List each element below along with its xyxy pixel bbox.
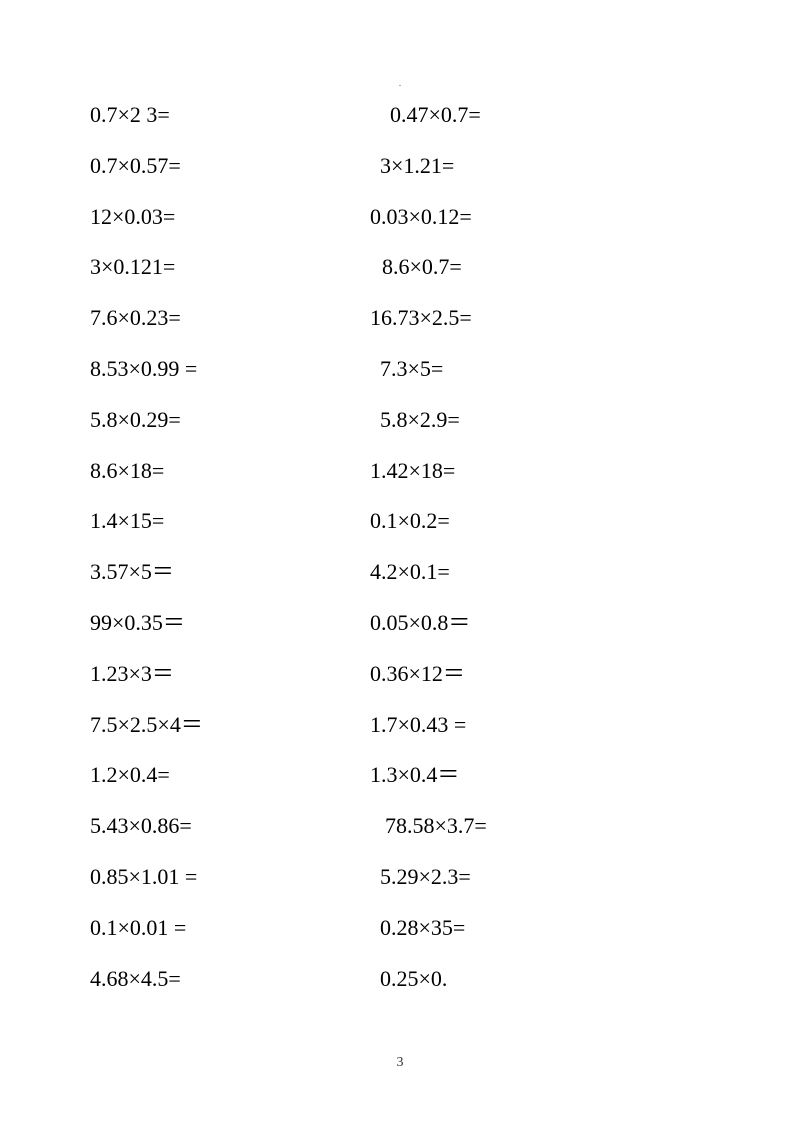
problems-container: 0.7×2 3=0.47×0.7=0.7×0.57=3×1.21=12×0.03…: [90, 100, 710, 994]
problem-right: 1.3×0.4＝: [370, 760, 710, 791]
problem-row: 7.5×2.5×4＝1.7×0.43 =: [90, 710, 710, 741]
problem-left: 3.57×5＝: [90, 557, 370, 588]
problem-right: 0.1×0.2=: [370, 506, 710, 537]
problem-row: 1.23×3＝0.36×12＝: [90, 659, 710, 690]
page-number: 3: [397, 1055, 404, 1071]
problem-row: 4.68×4.5=0.25×0.: [90, 964, 710, 995]
problem-left: 0.7×2 3=: [90, 100, 370, 131]
problem-right: 0.36×12＝: [370, 659, 710, 690]
problem-right: 0.25×0.: [370, 964, 710, 995]
problem-left: 99×0.35＝: [90, 608, 370, 639]
problem-row: 8.53×0.99 =7.3×5=: [90, 354, 710, 385]
problem-left: 7.5×2.5×4＝: [90, 710, 370, 741]
problem-right: 8.6×0.7=: [370, 252, 710, 283]
problem-row: 12×0.03=0.03×0.12=: [90, 202, 710, 233]
problem-row: 0.7×0.57=3×1.21=: [90, 151, 710, 182]
worksheet-page: 0.7×2 3=0.47×0.7=0.7×0.57=3×1.21=12×0.03…: [0, 0, 800, 994]
problem-right: 0.28×35=: [370, 913, 710, 944]
problem-left: 3×0.121=: [90, 252, 370, 283]
problem-row: 99×0.35＝0.05×0.8＝: [90, 608, 710, 639]
problem-right: 0.03×0.12=: [370, 202, 710, 233]
problem-left: 0.85×1.01 =: [90, 862, 370, 893]
problem-row: 7.6×0.23=16.73×2.5=: [90, 303, 710, 334]
problem-left: 0.7×0.57=: [90, 151, 370, 182]
top-mark: .: [399, 78, 402, 89]
problem-right: 0.47×0.7=: [370, 100, 710, 131]
problem-left: 8.6×18=: [90, 456, 370, 487]
problem-left: 1.4×15=: [90, 506, 370, 537]
problem-left: 1.2×0.4=: [90, 760, 370, 791]
problem-row: 8.6×18=1.42×18=: [90, 456, 710, 487]
problem-row: 3×0.121=8.6×0.7=: [90, 252, 710, 283]
problem-right: 4.2×0.1=: [370, 557, 710, 588]
problem-left: 5.43×0.86=: [90, 811, 370, 842]
problem-left: 8.53×0.99 =: [90, 354, 370, 385]
problem-right: 7.3×5=: [370, 354, 710, 385]
problem-right: 3×1.21=: [370, 151, 710, 182]
problem-row: 5.43×0.86=78.58×3.7=: [90, 811, 710, 842]
problem-row: 5.8×0.29=5.8×2.9=: [90, 405, 710, 436]
problem-right: 78.58×3.7=: [370, 811, 710, 842]
problem-row: 0.85×1.01 =5.29×2.3=: [90, 862, 710, 893]
problem-left: 5.8×0.29=: [90, 405, 370, 436]
problem-left: 7.6×0.23=: [90, 303, 370, 334]
problem-left: 4.68×4.5=: [90, 964, 370, 995]
problem-right: 16.73×2.5=: [370, 303, 710, 334]
problem-left: 1.23×3＝: [90, 659, 370, 690]
problem-right: 0.05×0.8＝: [370, 608, 710, 639]
problem-right: 1.7×0.43 =: [370, 710, 710, 741]
problem-row: 1.2×0.4=1.3×0.4＝: [90, 760, 710, 791]
problem-row: 3.57×5＝4.2×0.1=: [90, 557, 710, 588]
problem-right: 1.42×18=: [370, 456, 710, 487]
problem-row: 0.7×2 3=0.47×0.7=: [90, 100, 710, 131]
problem-right: 5.8×2.9=: [370, 405, 710, 436]
problem-left: 12×0.03=: [90, 202, 370, 233]
problem-right: 5.29×2.3=: [370, 862, 710, 893]
problem-left: 0.1×0.01 =: [90, 913, 370, 944]
problem-row: 1.4×15=0.1×0.2=: [90, 506, 710, 537]
problem-row: 0.1×0.01 =0.28×35=: [90, 913, 710, 944]
